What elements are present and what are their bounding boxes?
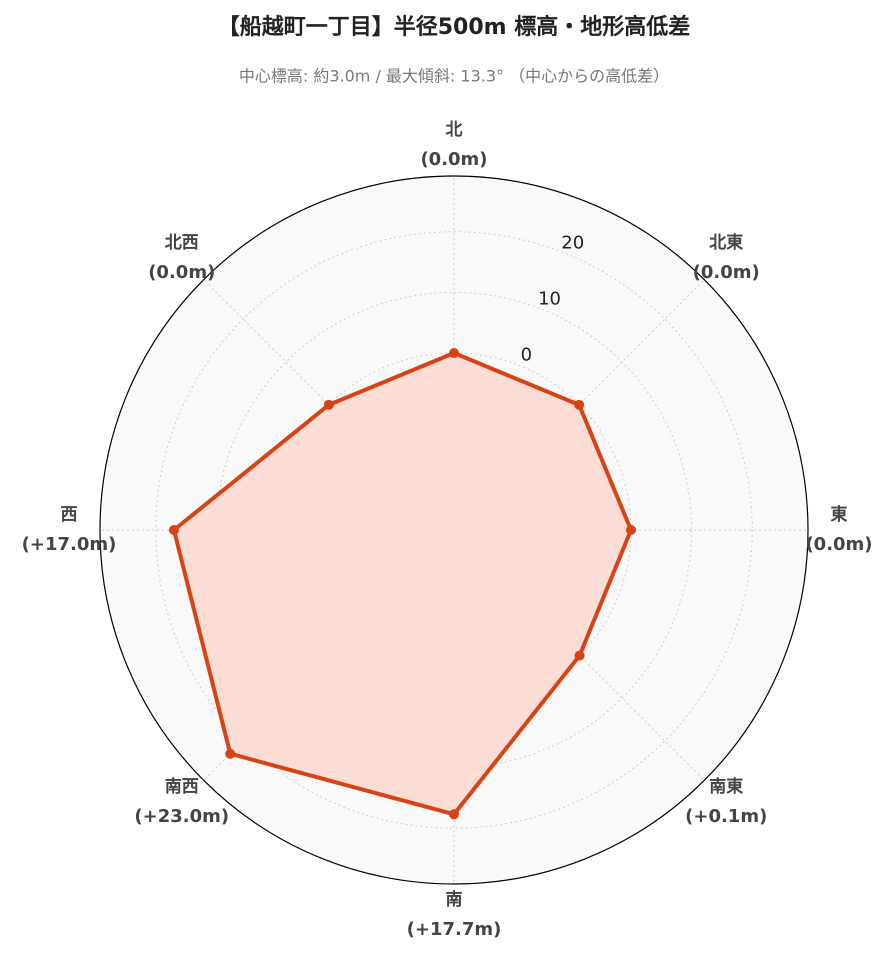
category-label: 東 [831, 504, 848, 525]
data-point [225, 748, 236, 759]
data-point [168, 525, 179, 535]
category-label: 北東 [709, 232, 743, 253]
category-label: 南 [446, 889, 463, 910]
outer-circle [99, 175, 809, 885]
category-label: 南西 [165, 776, 199, 797]
value-label: (0.0m) [805, 534, 872, 555]
data-point [574, 399, 585, 410]
value-label: (0.0m) [148, 262, 215, 283]
chart-subtitle: 中心標高: 約3.0m / 最大傾斜: 13.3° （中心からの高低差） [239, 67, 669, 86]
value-label: (+23.0m) [134, 806, 229, 827]
data-point [626, 525, 636, 535]
value-label: (+0.1m) [685, 806, 767, 827]
category-label: 北西 [165, 233, 199, 253]
category-label: 西 [61, 505, 78, 525]
data-point [574, 650, 585, 661]
data-point [449, 809, 459, 820]
category-label: 南東 [709, 776, 743, 797]
data-point [323, 399, 334, 410]
radial-tick-label: 20 [561, 232, 584, 253]
category-label: 北 [446, 120, 463, 140]
value-label: (+17.0m) [22, 534, 117, 555]
radial-tick-label: 0 [521, 344, 532, 365]
radial-tick-label: 10 [538, 288, 561, 309]
data-point [449, 348, 459, 358]
radial-grid-line [155, 231, 753, 829]
value-label: (0.0m) [693, 262, 760, 283]
value-label: (+17.7m) [407, 919, 502, 940]
chart-title: 【船越町一丁目】半径500m 標高・地形高低差 [218, 14, 691, 40]
value-label: (0.0m) [420, 149, 487, 170]
